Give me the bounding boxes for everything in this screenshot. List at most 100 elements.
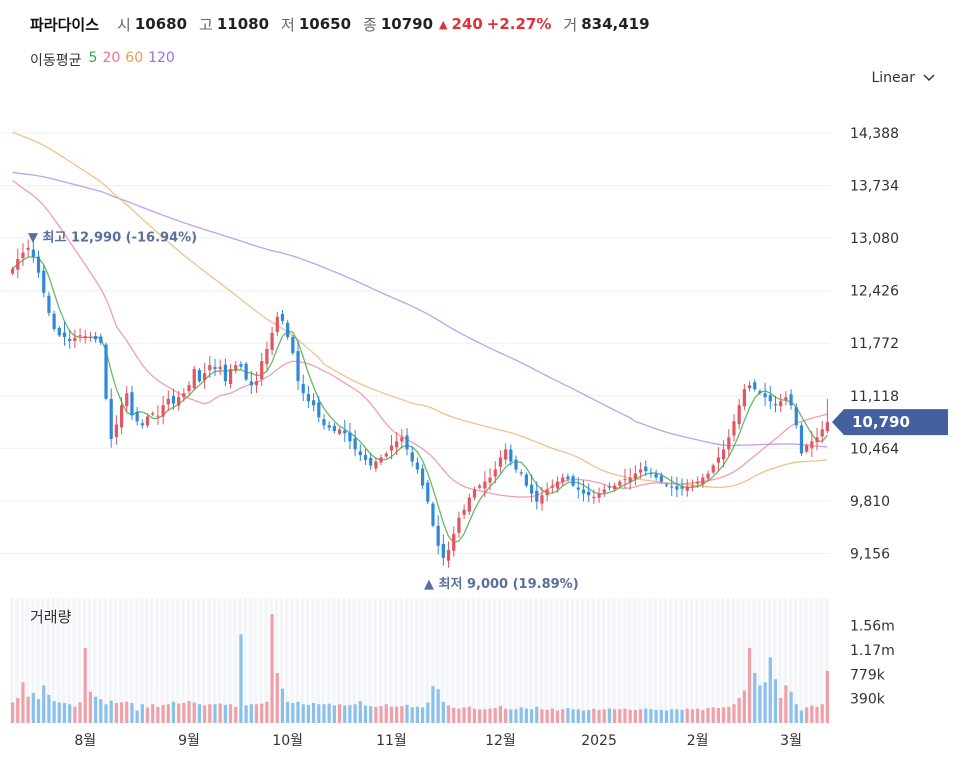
volume-bar [555,710,560,723]
volume-band [534,598,538,723]
candle-body [524,474,529,486]
volume-bar [104,704,108,723]
volume-band [757,598,761,723]
volume-bar [810,705,814,723]
candle-body [140,423,144,426]
candle-body [737,405,741,425]
volume-band [155,598,159,723]
volume-bar [607,708,612,723]
candle-body [130,392,134,415]
volume-band [793,598,798,723]
volume-bar [623,708,627,723]
candle-body [327,425,331,428]
candle-body [291,336,295,354]
volume-bar [88,691,93,723]
high-annotation: ▼ 최고 12,990 (-16.94%) [28,230,197,245]
candle-body [638,469,643,473]
ma-20-label[interactable]: 20 [102,50,121,66]
candle-body [545,489,549,496]
candle-body [789,394,793,406]
candle-body [171,395,176,404]
volume-band [414,598,419,723]
volume-bar [659,709,663,723]
volume-band [679,598,684,723]
stock-name: 파라다이스 [30,15,100,34]
volume-bar [42,685,46,723]
volume-bar [114,703,119,723]
scale-selector[interactable]: Linear [871,70,935,86]
candle-body [239,364,243,367]
candle-body [618,481,622,486]
candle-body [478,485,482,488]
volume-band [274,598,279,723]
volume-band [186,598,191,723]
volume-bar [706,708,710,723]
volume-title: 거래량 [30,608,72,626]
volume-band [144,598,149,723]
candle-body [613,485,617,490]
candle-body [68,338,72,341]
volume-bar [68,704,72,723]
volume-band [726,598,730,723]
volume-band [632,598,637,723]
volume-bar [727,706,731,723]
volume-band [103,598,108,723]
volume-bar [192,702,196,723]
candle-body [114,424,119,438]
volume-bar [343,705,347,723]
volume-bar [301,704,305,723]
volume-bar [452,708,456,723]
volume-band [279,598,284,723]
candle-body [488,477,492,483]
ma-120-label[interactable]: 120 [148,50,175,66]
candle-body [649,473,653,475]
low-label: 저 [281,15,295,34]
ma-5-line [12,256,828,544]
volume-band [290,598,294,723]
y-tick-label: 11,772 [850,336,899,352]
volume-bar [441,701,445,723]
close-label: 종 [363,15,377,34]
volume-bar [420,707,425,723]
volume-band [124,598,128,723]
volume-band [311,598,315,723]
change-percent: +2.27% [486,15,552,33]
candle-body [587,491,591,496]
volume-bar [602,709,606,723]
candle-body [244,363,248,380]
x-tick-label: 10월 [272,733,303,749]
volume-bar [280,688,285,723]
volume-bar [732,704,736,723]
candle-body [602,489,606,493]
ma-5-label[interactable]: 5 [88,50,98,66]
volume-bar [73,706,77,723]
candle-body [88,336,93,338]
volume-bar [483,709,487,723]
y-tick-label: 11,118 [850,389,899,405]
volume-band [305,598,310,723]
volume-bar [773,679,778,723]
candle-body [322,419,326,426]
candle-body [815,437,819,443]
volume-band [61,598,66,723]
volume-band [316,598,320,723]
volume-band [824,598,829,723]
candle-body [275,316,279,332]
volume-bar [675,709,679,723]
candle-body [426,482,430,502]
volume-bar [794,704,798,723]
volume-bar [509,709,513,723]
candle-body [109,398,113,439]
volume-band [196,598,201,723]
volume-bar [62,703,67,723]
candle-body [337,429,342,434]
volume-bar [337,704,342,723]
volume-band [285,598,289,723]
ma-60-label[interactable]: 60 [125,50,144,66]
candle-body [467,497,471,512]
volume-bar [457,708,461,723]
y-tick-label: 9,156 [850,546,890,562]
volume-band [487,598,492,723]
volume-bar [119,702,124,723]
